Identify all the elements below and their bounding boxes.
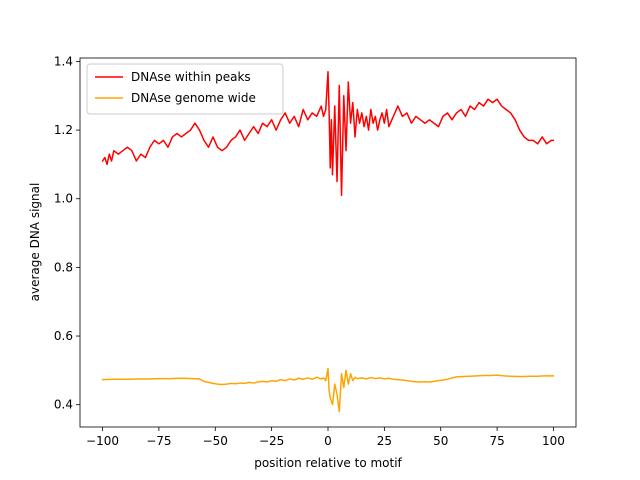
x-tick-label: −50 [203, 434, 228, 448]
x-tick-label: 75 [489, 434, 504, 448]
x-tick-label: 0 [324, 434, 332, 448]
series-line-0 [101, 70, 555, 197]
series-line-1 [101, 367, 555, 413]
x-tick-label: −25 [259, 434, 284, 448]
x-axis-label: position relative to motif [254, 456, 402, 470]
x-tick-label: −75 [146, 434, 171, 448]
y-tick-label: 1.4 [54, 54, 73, 68]
legend-box [86, 63, 284, 115]
y-tick-label: 0.8 [54, 260, 73, 274]
x-tick-label: −100 [86, 434, 119, 448]
legend-label-1: DNAse genome wide [131, 91, 256, 105]
legend-label-0: DNAse within peaks [131, 70, 251, 84]
y-axis-label: average DNA signal [28, 183, 42, 302]
y-tick-label: 1.0 [54, 192, 73, 206]
x-tick-label: 100 [542, 434, 565, 448]
x-tick-label: 50 [433, 434, 448, 448]
axes-layer: −100 −75 −50 −25 0 25 50 75 100 0.4 0.6 0.8 1.0 1.2 1.… [54, 54, 577, 448]
x-tick-label: 25 [377, 434, 392, 448]
y-tick-label: 1.2 [54, 123, 73, 137]
legend: DNAse within peaks DNAse genome wide [86, 63, 284, 115]
y-tick-label: 0.4 [54, 398, 73, 412]
y-tick-label: 0.6 [54, 329, 73, 343]
series-layer [101, 70, 555, 413]
